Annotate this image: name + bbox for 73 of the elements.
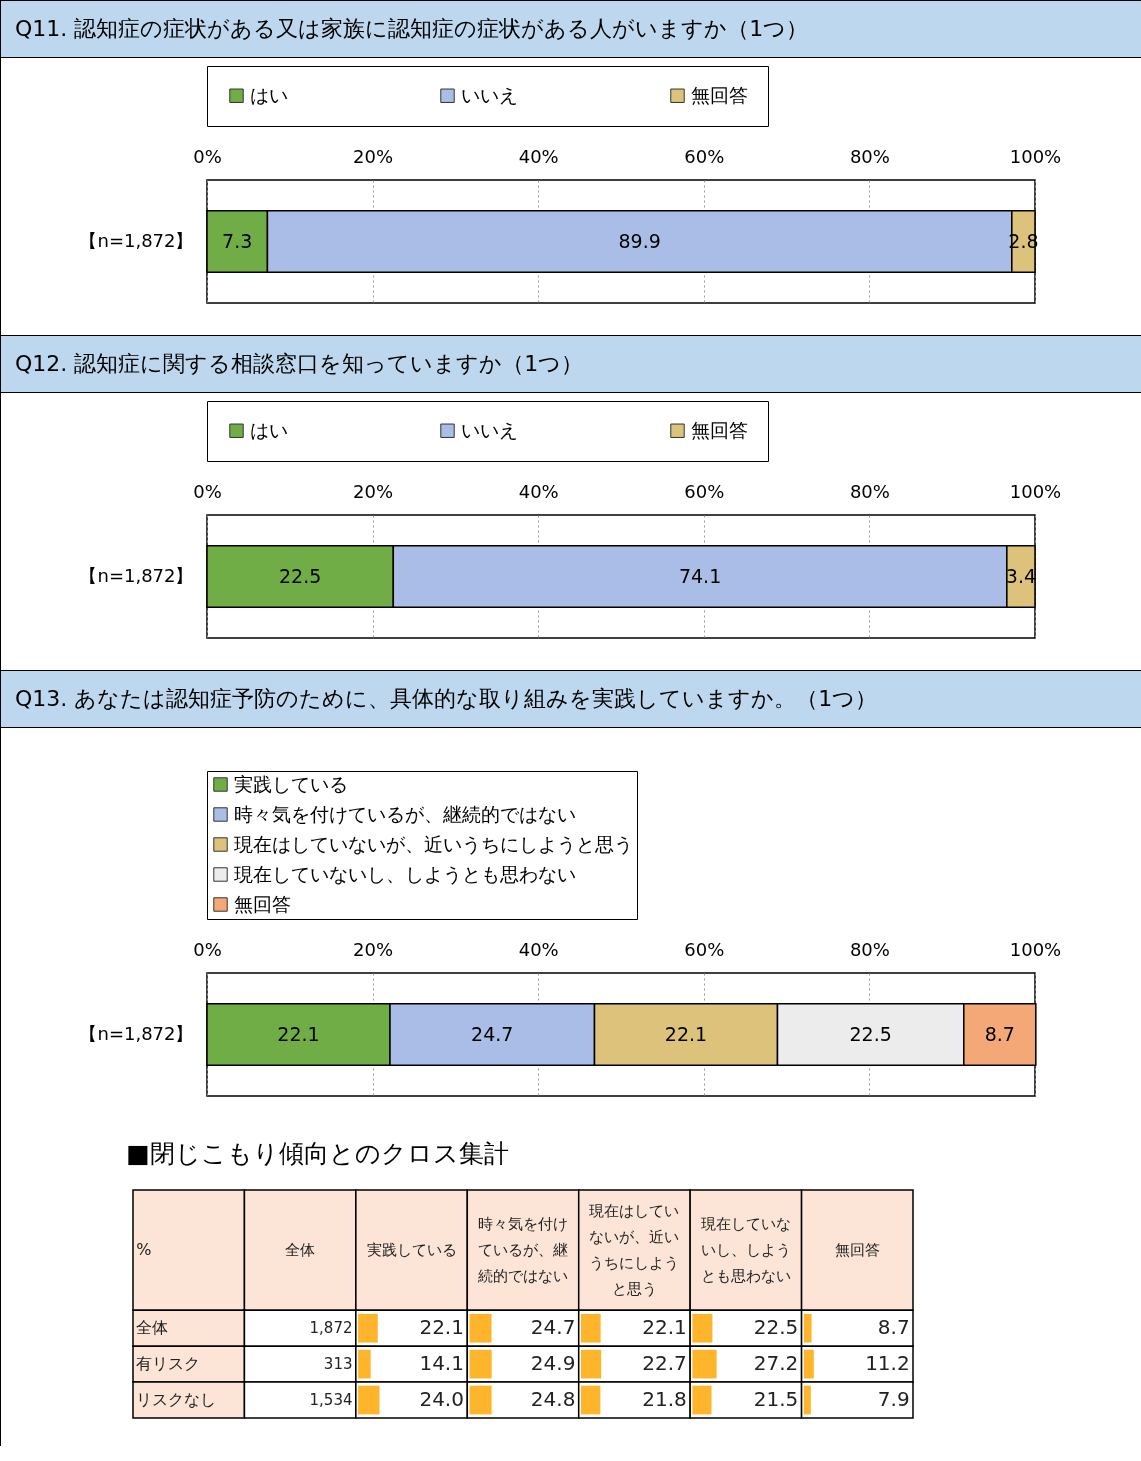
y-tick-label: 有リスク (136, 1354, 201, 1374)
x-tick-label: 100% (1009, 480, 1062, 502)
data-label: 1,872 (309, 1319, 353, 1338)
data-label: 22.5 (753, 1315, 799, 1340)
data-label: 89.9 (618, 229, 661, 252)
legend-label: いいえ (461, 418, 518, 441)
data-label: 27.2 (753, 1351, 799, 1376)
data-label: 1,534 (309, 1391, 353, 1410)
chart-title: ■閉じこもり傾向とのクロス集計 (126, 1139, 509, 1169)
chart-title: Q11. 認知症の症状がある又は家族に認知症の症状がある人がいますか（1つ） (1, 0, 1141, 58)
x-tick-label: 40% (518, 480, 559, 502)
chart-title: Q12. 認知症に関する相談窓口を知っていますか（1つ） (1, 335, 1141, 393)
y-tick-label: 【n=1,872】 (79, 229, 194, 251)
legend-label: はい (250, 418, 288, 441)
x-tick-label: 100% (1009, 938, 1062, 960)
data-label: 24.9 (530, 1351, 576, 1376)
x-tick-label: 0% (193, 938, 222, 960)
x-tick-label: 20% (353, 938, 394, 960)
data-label: 24.7 (471, 1022, 514, 1045)
legend-label: 無回答 (234, 892, 291, 915)
data-label: 22.1 (642, 1315, 687, 1340)
data-label: 7.9 (877, 1387, 910, 1412)
y-tick-label: 【n=1,872】 (79, 1022, 194, 1044)
x-tick-label: 60% (684, 145, 725, 167)
x-tick-label: 0% (193, 480, 222, 502)
x-tick-label: 20% (353, 480, 394, 502)
data-label: 21.5 (753, 1387, 799, 1412)
data-label: 14.1 (419, 1351, 464, 1376)
legend-label: いいえ (461, 83, 518, 106)
data-label: 22.1 (664, 1022, 708, 1045)
x-tick-label: 40% (518, 145, 559, 167)
legend-label: 実践している (234, 772, 348, 795)
x-tick-label: 20% (353, 145, 394, 167)
x-tick-label: 60% (684, 480, 725, 502)
x-tick-label: 80% (849, 938, 890, 960)
y-tick-label: 【n=1,872】 (79, 564, 194, 586)
y-tick-label: リスクなし (136, 1390, 217, 1410)
legend-label: 現在はしていないが、近いうちにしようと思う (234, 832, 633, 855)
x-tick-label: 実践している (366, 1241, 457, 1260)
data-label: 24.0 (419, 1387, 464, 1412)
x-tick-label: 80% (849, 145, 890, 167)
legend-label: 無回答 (691, 418, 748, 441)
legend-label: 無回答 (691, 83, 748, 106)
x-tick-label: 100% (1009, 145, 1062, 167)
data-label: 21.8 (642, 1387, 687, 1412)
data-label: 24.7 (530, 1315, 576, 1340)
x-tick-label: 時々気を付けているが、継続的ではない (477, 1215, 568, 1286)
legend-label: はい (250, 83, 288, 106)
data-label: 8.7 (984, 1022, 1015, 1045)
data-label: 22.5 (278, 564, 322, 587)
legend-label: 時々気を付けているが、継続的ではない (234, 802, 576, 825)
y-tick-label: 全体 (136, 1318, 169, 1338)
data-label: 7.3 (222, 229, 253, 252)
data-label: 22.7 (642, 1351, 687, 1376)
data-label: 8.7 (877, 1315, 910, 1340)
x-tick-label: 40% (518, 938, 559, 960)
x-tick-label: 無回答 (834, 1241, 880, 1260)
legend-label: 現在していないし、しようとも思わない (234, 862, 576, 885)
data-label: 313 (323, 1355, 353, 1374)
data-label: 22.5 (849, 1022, 892, 1045)
data-label: 11.2 (865, 1351, 910, 1376)
data-label: 22.1 (277, 1022, 320, 1045)
x-tick-label: 現在していないし、しようとも思わない (700, 1215, 791, 1286)
text: % (136, 1240, 152, 1260)
x-tick-label: 60% (684, 938, 725, 960)
chart-title: Q13. あなたは認知症予防のために、具体的な取り組みを実践していますか。（1つ） (1, 670, 1141, 728)
data-label: 24.8 (530, 1387, 576, 1412)
data-label: 22.1 (419, 1315, 464, 1340)
x-tick-label: 0% (193, 145, 222, 167)
x-tick-label: 現在はしていないが、近いうちにしようと思う (589, 1202, 680, 1299)
x-tick-label: 全体 (285, 1241, 316, 1260)
x-tick-label: 80% (849, 480, 890, 502)
data-label: 74.1 (678, 564, 722, 587)
